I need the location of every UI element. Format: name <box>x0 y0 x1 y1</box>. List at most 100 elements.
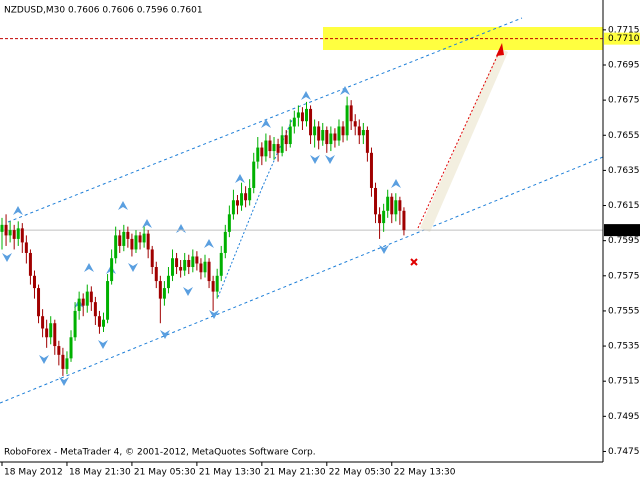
candle-body <box>85 291 89 306</box>
arrow-shadow <box>420 48 508 232</box>
candle-body <box>195 256 199 264</box>
candle-body <box>73 310 77 338</box>
candle-body <box>264 140 268 157</box>
candle-body <box>142 233 146 243</box>
candle-body <box>77 298 81 311</box>
candle-body <box>365 129 369 153</box>
candle-body <box>349 105 353 122</box>
candle-body <box>386 196 390 211</box>
candle-body <box>325 129 329 145</box>
candle-body <box>296 112 300 118</box>
candle-body <box>276 144 280 153</box>
candle-body <box>235 200 239 206</box>
candle-body <box>110 258 114 282</box>
candle-body <box>244 193 248 201</box>
candle-body <box>191 256 195 268</box>
y-tick-label: 0.7555 <box>608 306 640 316</box>
candle-body <box>4 224 8 236</box>
x-tick-label: 18 May 2012 <box>4 468 63 478</box>
y-tick-label: 0.7635 <box>608 166 640 176</box>
candle-body <box>272 144 276 152</box>
candle-body <box>280 135 284 153</box>
x-tick-label: 21 May 21:30 <box>264 468 326 478</box>
candle-body <box>166 275 170 289</box>
candle-body <box>240 193 244 206</box>
candle-body <box>248 187 252 201</box>
candle-body <box>89 291 93 303</box>
candle-body <box>199 263 203 273</box>
candle-body <box>300 112 304 122</box>
candle-body <box>219 252 223 276</box>
candle-body <box>171 258 175 276</box>
y-tick-label: 0.7575 <box>608 271 640 281</box>
candle-body <box>227 214 231 232</box>
candle-body <box>394 200 398 215</box>
candle-body <box>114 235 118 259</box>
candle-body <box>126 231 130 239</box>
candle-body <box>158 281 162 299</box>
candle-body <box>118 235 122 246</box>
candle-body <box>215 275 219 292</box>
y-tick-label: 0.7495 <box>608 412 640 422</box>
candle-body <box>313 126 317 136</box>
candle-body <box>93 302 97 317</box>
candle-body <box>28 252 32 276</box>
candle-body <box>65 358 69 369</box>
candle-body <box>20 228 24 243</box>
candle-body <box>69 337 73 359</box>
candle-body <box>146 233 150 250</box>
candle-body <box>337 126 341 141</box>
candle-body <box>106 281 110 320</box>
stop-mark <box>410 258 418 266</box>
candle-body <box>37 288 41 317</box>
chart-title: NZDUSD,M30 0.7606 0.7606 0.7596 0.7601 <box>4 6 203 16</box>
candle-body <box>45 328 49 338</box>
candle-body <box>398 200 402 211</box>
y-tick-label: 0.7655 <box>608 131 640 141</box>
candle-body <box>97 316 101 327</box>
candle-body <box>223 231 227 253</box>
candle-body <box>41 316 45 329</box>
candle-body <box>305 108 308 122</box>
candle-body <box>134 235 138 250</box>
candle-body <box>357 126 361 136</box>
candle-body <box>61 354 65 369</box>
channel-lower <box>0 156 604 404</box>
candle-body <box>252 161 256 188</box>
candle-body <box>231 200 235 215</box>
candle-body <box>57 346 61 355</box>
candle-body <box>130 238 134 250</box>
candle-body <box>292 117 296 127</box>
candle-body <box>345 105 349 136</box>
candle-body <box>378 214 382 224</box>
watermark: RoboForex - MetaTrader 4, © 2001-2012, M… <box>4 448 316 458</box>
candle-body <box>329 133 333 145</box>
candle-body <box>122 231 126 246</box>
trend-line <box>261 119 293 189</box>
candle-body <box>333 133 337 141</box>
y-tick-label: 0.7695 <box>608 60 640 70</box>
candle-body <box>402 210 406 231</box>
candle-body <box>361 129 365 136</box>
y-tick-label: 0.7535 <box>608 342 640 352</box>
candle-body <box>102 319 105 327</box>
candle-body <box>0 224 4 232</box>
candle-body <box>353 121 357 127</box>
y-tick-label: 0.7615 <box>608 201 640 211</box>
y-tick-label: 0.7675 <box>608 96 640 106</box>
candle-body <box>390 196 394 215</box>
candle-body <box>154 267 158 282</box>
candle-body <box>150 249 154 268</box>
candle-body <box>179 267 183 271</box>
candle-body <box>187 259 191 268</box>
forecast-arrow <box>417 49 501 229</box>
candle-body <box>162 288 166 299</box>
channel-upper <box>7 17 523 223</box>
target-label: 0.7710 <box>608 34 640 44</box>
candle-body <box>321 129 325 141</box>
candle-body <box>256 147 260 162</box>
last-price-label: 0.7601 <box>608 226 640 236</box>
target-label-bg <box>604 32 640 45</box>
